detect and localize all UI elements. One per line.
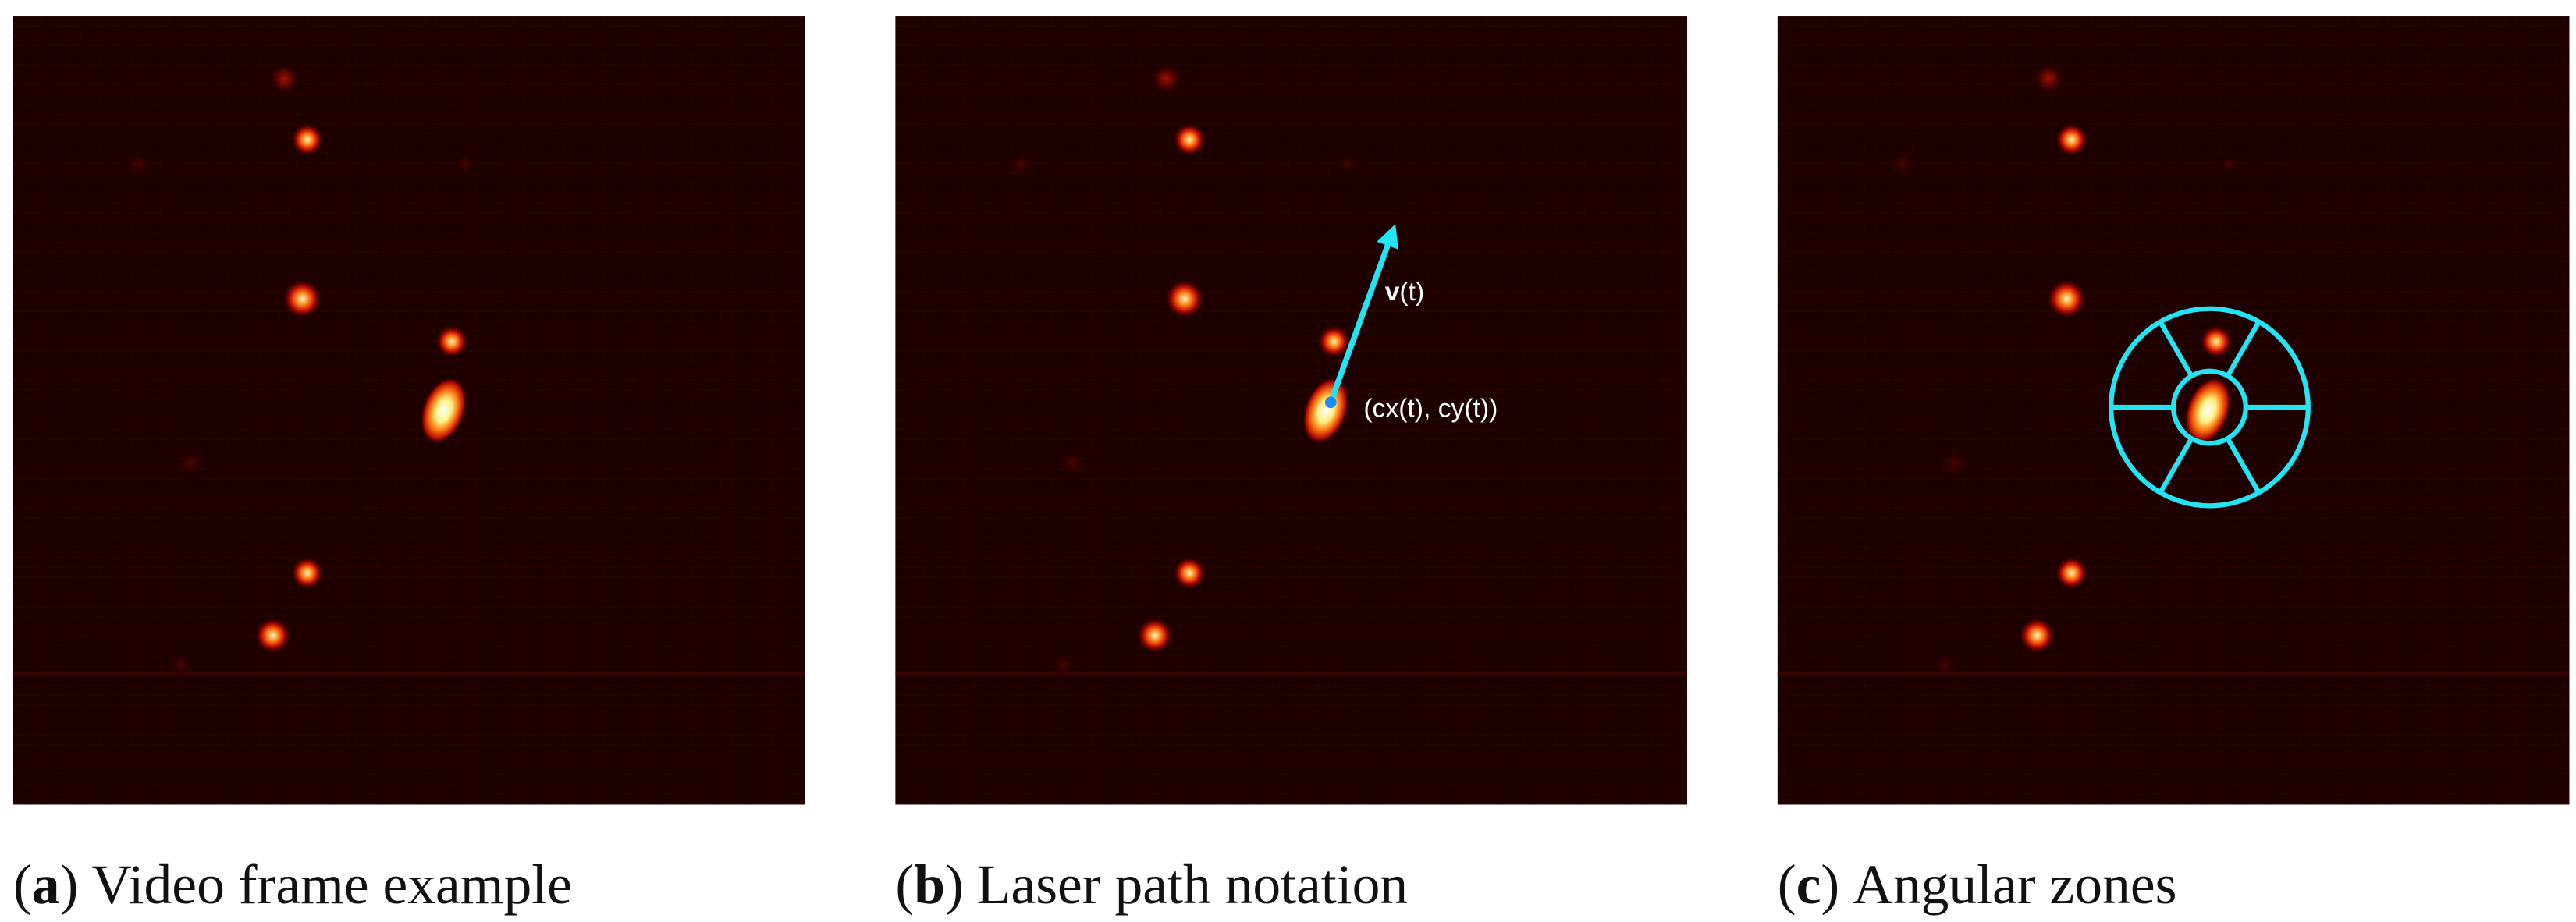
caption-paren: ) [60,854,79,916]
hot-spot [2219,154,2240,175]
hot-spot [2055,122,2088,156]
hot-spot [2034,64,2064,94]
hot-spot [455,154,475,175]
hot-spot [1173,122,1206,156]
zone-divider [2158,321,2194,378]
caption: (c) Angular zones [1778,854,2177,916]
hot-spot [1050,651,1076,679]
hot-spot [1317,324,1351,358]
laser-spot [2184,377,2232,444]
hot-spot [167,651,194,679]
hot-spot [1136,617,1174,654]
caption-text: Video frame example [91,854,572,916]
laser-spot [420,377,467,444]
caption-paren: ( [1778,854,1796,916]
hot-spot [254,617,291,654]
velocity-symbol: v [1385,278,1400,307]
hot-spot [1057,448,1088,478]
velocity-argument: (t) [1399,278,1424,307]
centroid-dot [1324,396,1337,409]
velocity-label: v(t) [1385,278,1425,307]
angular-zones [2108,306,2311,509]
hot-spot [2019,617,2055,654]
caption: (b) Laser path notation [895,854,1408,916]
caption: (a) Video frame example [13,854,572,916]
laser-path-annotation: v(t) (cx(t), cy(t)) [1324,224,1498,424]
hot-spot [282,278,322,319]
hot-spot [2199,324,2233,358]
frame-background [12,16,805,805]
hot-spot [2055,556,2088,590]
caption-paren: ) [945,854,964,916]
hot-spot [1931,651,1959,679]
hot-spot [290,122,324,156]
hot-spot [1164,278,1205,319]
hot-spot [269,64,300,94]
frame-background [895,16,1688,805]
hot-spot [1007,151,1034,178]
hot-spot [1940,448,1970,478]
hot-spot [1888,151,1916,178]
hot-spot [125,151,151,178]
zone-divider [2225,321,2262,378]
velocity-arrow [1327,224,1398,403]
caption-label: c [1796,854,1821,916]
zone-divider [2225,437,2262,495]
hot-spot [435,324,469,358]
image-panel [895,16,1688,805]
position-label: (cx(t), cy(t)) [1363,395,1498,424]
caption-text: Angular zones [1853,854,2176,916]
hot-spot [1151,64,1181,94]
hot-spot [1337,154,1357,175]
laser-spot [1302,377,1349,444]
hot-spot [2047,278,2087,319]
caption-label: b [914,854,945,916]
caption-paren: ( [895,854,914,916]
image-panel [12,16,805,805]
hot-spot [290,556,324,590]
hot-spot [176,448,206,478]
caption-text: Laser path notation [977,854,1408,916]
caption-paren: ( [13,854,32,916]
zone-divider [2158,437,2194,495]
hot-spot [1173,556,1206,590]
caption-label: a [32,854,60,916]
caption-paren: ) [1821,854,1839,916]
